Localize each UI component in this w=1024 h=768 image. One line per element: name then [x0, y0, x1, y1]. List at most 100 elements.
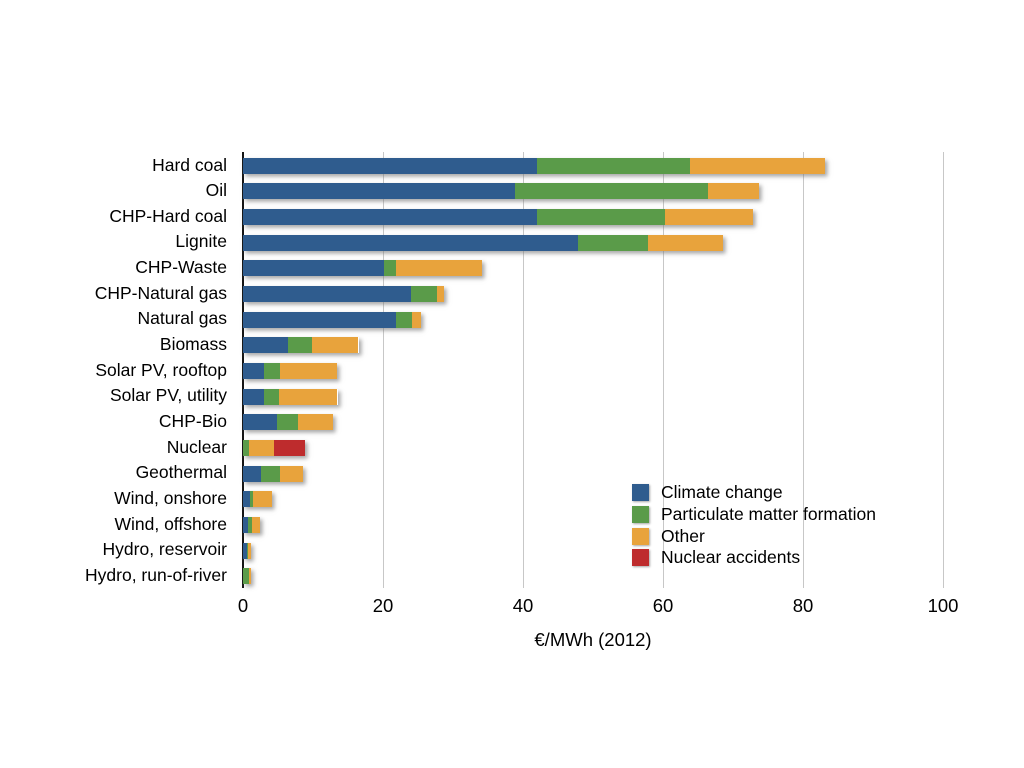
bar-segment-lignite--particulate-matter-formation	[578, 234, 649, 251]
category-label-chp-waste: CHP-Waste	[135, 257, 227, 278]
category-label-lignite: Lignite	[175, 231, 227, 252]
legend-label-other: Other	[661, 525, 705, 546]
bar-segment-hard-coal--climate-change	[243, 157, 537, 174]
bar-segment-wind-onshore--climate-change	[243, 491, 250, 508]
bar-segment-biomass--climate-change	[243, 337, 288, 354]
bar-segment-solar-pv-utility--climate-change	[243, 388, 264, 405]
bar-segment-nuclear--particulate-matter-formation	[243, 439, 249, 456]
legend: Climate change Particulate matter formati…	[632, 482, 876, 569]
bar-segment-chp-bio--other	[298, 414, 333, 431]
bar-segment-biomass--particulate-matter-formation	[287, 337, 312, 354]
bar-segment-chp-waste--climate-change	[243, 260, 385, 277]
bar-segment-hard-coal--other	[690, 157, 826, 174]
legend-label-climate-change: Climate change	[661, 482, 783, 503]
bar-segment-hydro-reservoir--other	[247, 542, 252, 559]
bar-segment-chp-hard-coal--other	[665, 209, 753, 226]
category-label-chp-hard-coal: CHP-Hard coal	[109, 205, 227, 226]
x-tick-20: 20	[372, 595, 394, 616]
category-label-oil: Oil	[205, 180, 227, 201]
x-tick-0: 0	[237, 595, 249, 616]
bar-segment-chp-hard-coal--climate-change	[243, 209, 537, 226]
legend-swatch-other	[632, 527, 649, 545]
gridline-x-20	[382, 152, 384, 588]
bar-segment-nuclear--nuclear-accidents	[274, 439, 305, 456]
bar-segment-chp-bio--particulate-matter-formation	[277, 414, 299, 431]
bar-segment-oil--other	[707, 183, 759, 200]
bar-segment-chp-waste--other	[396, 260, 483, 277]
bar-segment-natural-gas--other	[412, 311, 421, 328]
bar-segment-chp-natural-gas--climate-change	[243, 286, 411, 303]
bar-segment-wind-onshore--other	[252, 491, 273, 508]
bar-segment-wind-offshore--other	[252, 516, 260, 533]
x-tick-100: 100	[927, 595, 959, 616]
x-tick-80: 80	[792, 595, 814, 616]
bar-segment-wind-offshore--particulate-matter-formation	[247, 516, 253, 533]
gridline-x-100	[942, 152, 944, 588]
plot-area	[242, 152, 944, 588]
bar-natural-gas	[243, 311, 421, 328]
bar-segment-solar-pv-utility--particulate-matter-formation	[264, 388, 280, 405]
bar-segment-geothermal--other	[280, 465, 304, 482]
bar-chp-natural-gas	[243, 286, 444, 303]
category-label-wind-offshore: Wind, offshore	[114, 513, 227, 534]
category-label-geothermal: Geothermal	[135, 462, 227, 483]
category-label-hydro-reservoir: Hydro, reservoir	[102, 539, 227, 560]
bar-oil	[243, 183, 759, 200]
bar-segment-lignite--climate-change	[243, 234, 579, 251]
bar-segment-wind-offshore--climate-change	[243, 516, 248, 533]
bar-segment-oil--climate-change	[243, 183, 516, 200]
bar-chp-waste	[243, 260, 483, 277]
legend-swatch-nuclear-accidents	[632, 549, 649, 567]
gridline-x-60	[662, 152, 664, 588]
bar-hard-coal	[243, 157, 826, 174]
bar-segment-hydro-run-of-river--particulate-matter-formation	[243, 568, 249, 585]
bar-segment-chp-natural-gas--other	[436, 286, 444, 303]
bar-segment-natural-gas--climate-change	[243, 311, 396, 328]
x-tick-40: 40	[512, 595, 534, 616]
x-axis-title: €/MWh (2012)	[534, 629, 652, 650]
bar-segment-solar-pv-rooftop--climate-change	[243, 363, 264, 379]
bar-solar-pv-rooftop	[243, 363, 337, 379]
bar-segment-chp-natural-gas--particulate-matter-formation	[411, 286, 437, 303]
bar-segment-biomass--other	[311, 337, 359, 354]
category-label-chp-bio: CHP-Bio	[158, 410, 227, 431]
legend-label-particulate-matter-formation: Particulate matter formation	[661, 504, 876, 525]
bar-segment-hydro-reservoir--climate-change	[243, 542, 248, 559]
bar-wind-onshore	[243, 491, 273, 508]
x-tick-60: 60	[652, 595, 674, 616]
legend-swatch-particulate-matter-formation	[632, 506, 649, 524]
bar-hydro-reservoir	[243, 542, 252, 559]
bar-segment-oil--particulate-matter-formation	[515, 183, 708, 200]
bar-hydro-run-of-river	[243, 568, 251, 585]
legend-entry-nuclear-accidents: Nuclear accidents	[632, 547, 876, 569]
legend-label-nuclear-accidents: Nuclear accidents	[661, 547, 801, 568]
gridline-x-40	[522, 152, 524, 588]
category-label-hard-coal: Hard coal	[152, 154, 227, 175]
bar-wind-offshore	[243, 516, 260, 533]
bar-segment-chp-hard-coal--particulate-matter-formation	[537, 209, 666, 226]
bar-segment-solar-pv-rooftop--particulate-matter-formation	[264, 363, 281, 379]
legend-entry-other: Other	[632, 525, 876, 547]
bar-segment-chp-waste--particulate-matter-formation	[384, 260, 397, 277]
bar-chp-bio	[243, 414, 333, 431]
bar-nuclear	[243, 439, 305, 456]
category-label-hydro-run-of-river: Hydro, run-of-river	[85, 564, 227, 585]
bar-segment-hydro-run-of-river--other	[248, 568, 251, 585]
bar-segment-hydro-reservoir--particulate-matter-formation	[247, 542, 248, 559]
bar-segment-chp-bio--climate-change	[243, 414, 278, 431]
category-label-wind-onshore: Wind, onshore	[114, 487, 227, 508]
bar-segment-solar-pv-utility--other	[279, 388, 338, 405]
legend-swatch-climate-change	[632, 484, 649, 502]
bar-segment-natural-gas--particulate-matter-formation	[395, 311, 413, 328]
legend-entry-climate-change: Climate change	[632, 482, 876, 504]
bar-segment-hard-coal--particulate-matter-formation	[537, 157, 691, 174]
gridline-x-80	[802, 152, 804, 588]
bar-segment-wind-onshore--particulate-matter-formation	[250, 491, 253, 508]
category-label-biomass: Biomass	[159, 334, 227, 355]
bar-segment-solar-pv-rooftop--other	[280, 363, 337, 379]
bar-biomass	[243, 337, 359, 354]
bar-geothermal	[243, 465, 304, 482]
legend-entry-particulate-matter-formation: Particulate matter formation	[632, 504, 876, 526]
bar-segment-lignite--other	[648, 234, 724, 251]
